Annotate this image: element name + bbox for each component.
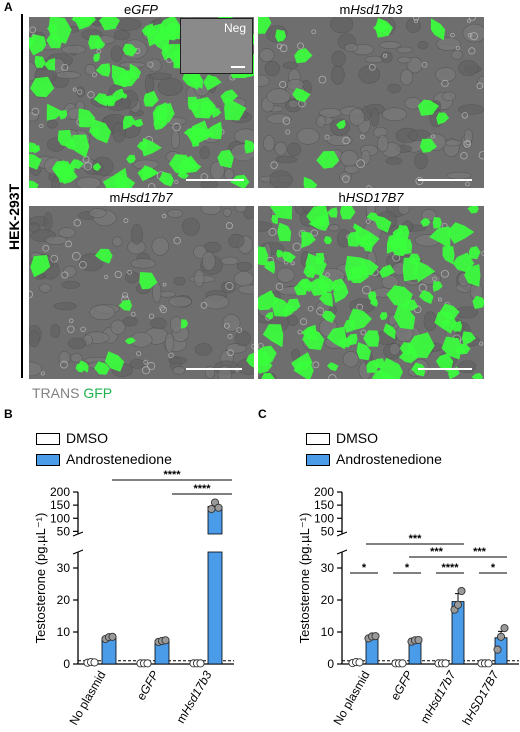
micrograph-texture	[29, 206, 254, 379]
scale-bar-hhsd17b7	[418, 368, 472, 370]
data-point	[214, 503, 223, 512]
negative-inset-label: Neg	[223, 21, 246, 35]
y-tick-label: 150	[50, 498, 70, 512]
micrograph-egfp	[29, 17, 254, 188]
image-title-mhsd17b7: mHsd17b7	[109, 190, 173, 205]
micrograph-hhsd17b7	[258, 206, 484, 379]
y-axis-label: Testosterone (pg.µL⁻¹)	[33, 513, 48, 644]
panel-b-letter: B	[4, 407, 13, 421]
legend-b-dmso-label: DMSO	[66, 430, 108, 446]
y-tick-label: 10	[57, 625, 71, 639]
data-point	[196, 659, 205, 668]
data-point	[484, 659, 493, 668]
image-title-egfp: eGFP	[124, 2, 158, 17]
y-tick-label: 30	[57, 561, 71, 575]
significance-label: ****	[441, 562, 459, 574]
significance-label: ***	[473, 546, 487, 558]
y-tick-label: 100	[50, 511, 70, 525]
caption-trans: TRANS	[32, 385, 80, 401]
legend-c-andro-swatch	[306, 454, 330, 466]
data-point	[371, 632, 380, 641]
y-axis-label: Testosterone (pg.µL⁻¹)	[297, 513, 312, 644]
image-title-mhsd17b3: mHsd17b3	[339, 2, 403, 17]
image-title-hhsd17b7: hHSD17B7	[338, 190, 404, 205]
data-point	[500, 624, 509, 633]
bar	[207, 551, 223, 665]
y-tick-label: 30	[321, 561, 335, 575]
inset-scale-bar	[231, 66, 245, 68]
data-point	[414, 635, 423, 645]
caption-gfp: GFP	[83, 385, 113, 401]
axis-break	[72, 531, 84, 537]
x-tick-label: No plasmid	[66, 669, 108, 728]
significance-label: ****	[163, 470, 181, 481]
significance-label: ****	[193, 483, 211, 495]
y-tick-label: 200	[314, 485, 334, 499]
negative-inset: Neg	[180, 18, 253, 74]
micrograph-mhsd17b3	[258, 17, 484, 188]
data-point	[355, 658, 364, 667]
y-tick-label: 0	[63, 657, 70, 671]
axis-break	[336, 531, 348, 537]
y-tick-label: 100	[314, 511, 334, 525]
y-tick-label: 200	[50, 485, 70, 499]
micrograph-texture	[29, 17, 254, 188]
y-tick-label: 50	[321, 524, 335, 538]
significance-label: *	[491, 562, 496, 574]
x-tick-label: hHSD17B7	[459, 667, 502, 727]
y-tick-label: 150	[314, 498, 334, 512]
panel-a-letter: A	[4, 0, 13, 14]
data-point	[143, 659, 152, 668]
axis-break	[336, 549, 348, 555]
legend-b-andro-swatch	[36, 454, 60, 466]
scale-bar-egfp	[186, 179, 244, 181]
data-point	[457, 586, 466, 596]
x-tick-label: eGFP	[134, 669, 162, 703]
significance-label: ***	[430, 546, 444, 558]
data-point	[108, 632, 117, 641]
data-point	[496, 632, 506, 641]
data-point	[453, 600, 463, 609]
micrograph-texture	[258, 17, 484, 188]
data-point	[441, 659, 450, 668]
cell-line-label: HEK-293T	[6, 183, 22, 250]
y-tick-label: 50	[57, 524, 71, 538]
x-tick-label: eGFP	[388, 669, 416, 703]
x-tick-label: No plasmid	[330, 669, 372, 728]
data-point	[90, 658, 99, 667]
cell-line-bar	[21, 14, 23, 378]
micrograph-texture	[258, 206, 484, 379]
data-point	[493, 645, 502, 654]
y-tick-label: 20	[321, 593, 335, 607]
x-tick-label: mHsd17b7	[417, 667, 459, 725]
panel-c-letter: C	[258, 407, 267, 421]
data-point	[207, 505, 216, 514]
y-tick-label: 20	[57, 593, 71, 607]
y-tick-label: 0	[327, 657, 334, 671]
legend-c-dmso-swatch	[306, 433, 330, 445]
x-tick-label: mHsd17b3	[173, 668, 214, 726]
legend-c-andro-label: Androstenedione	[336, 451, 442, 467]
legend-c-dmso-label: DMSO	[336, 430, 378, 446]
channel-caption: TRANS GFP	[32, 385, 112, 401]
significance-label: *	[362, 562, 367, 574]
scale-bar-mhsd17b7	[186, 368, 242, 370]
micrograph-mhsd17b7	[29, 206, 254, 379]
data-point	[161, 636, 170, 645]
significance-label: *	[405, 562, 410, 574]
scale-bar-mhsd17b3	[418, 179, 472, 181]
legend-b-dmso-swatch	[36, 433, 60, 445]
y-tick-label: 10	[321, 625, 335, 639]
axis-break	[72, 549, 84, 555]
significance-label: ***	[409, 533, 423, 545]
data-point	[398, 659, 407, 668]
legend-b-andro-label: Androstenedione	[66, 451, 172, 467]
